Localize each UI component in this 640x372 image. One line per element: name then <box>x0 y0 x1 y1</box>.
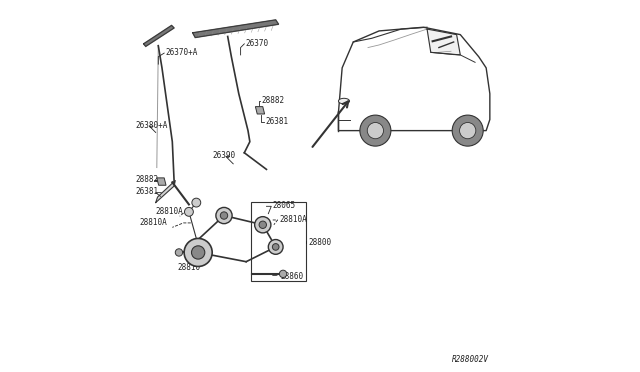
Circle shape <box>460 122 476 139</box>
Circle shape <box>259 221 266 228</box>
Ellipse shape <box>339 98 349 104</box>
Circle shape <box>360 115 391 146</box>
Circle shape <box>191 246 205 259</box>
Text: 26370+A: 26370+A <box>166 48 198 57</box>
Circle shape <box>220 212 228 219</box>
Text: 28810A: 28810A <box>156 206 184 216</box>
Polygon shape <box>427 29 460 55</box>
Polygon shape <box>156 180 175 203</box>
Circle shape <box>216 208 232 224</box>
Polygon shape <box>143 25 174 46</box>
Polygon shape <box>255 107 264 114</box>
Text: 28800: 28800 <box>308 238 332 247</box>
Text: 26380+A: 26380+A <box>136 121 168 129</box>
Bar <box>251 202 306 281</box>
Circle shape <box>452 115 483 146</box>
Circle shape <box>192 198 201 207</box>
Text: 28860: 28860 <box>280 272 303 280</box>
Text: 26370: 26370 <box>245 39 269 48</box>
Text: 26390: 26390 <box>213 151 236 160</box>
Circle shape <box>268 240 283 254</box>
Circle shape <box>175 249 182 256</box>
Text: 28810: 28810 <box>178 263 201 272</box>
Text: 26381: 26381 <box>266 117 289 126</box>
Text: R288002V: R288002V <box>452 356 489 365</box>
Polygon shape <box>157 178 166 185</box>
Text: 26381: 26381 <box>136 187 159 196</box>
Polygon shape <box>193 20 278 38</box>
Text: 28065: 28065 <box>273 201 296 210</box>
Text: 28810A: 28810A <box>280 215 307 224</box>
Text: 28810A: 28810A <box>139 218 167 227</box>
Circle shape <box>184 208 193 216</box>
Circle shape <box>273 244 279 250</box>
Text: 28882: 28882 <box>262 96 285 105</box>
Circle shape <box>367 122 383 139</box>
Text: 28882: 28882 <box>136 175 159 184</box>
Circle shape <box>280 270 287 278</box>
Circle shape <box>184 238 212 266</box>
Circle shape <box>255 217 271 233</box>
